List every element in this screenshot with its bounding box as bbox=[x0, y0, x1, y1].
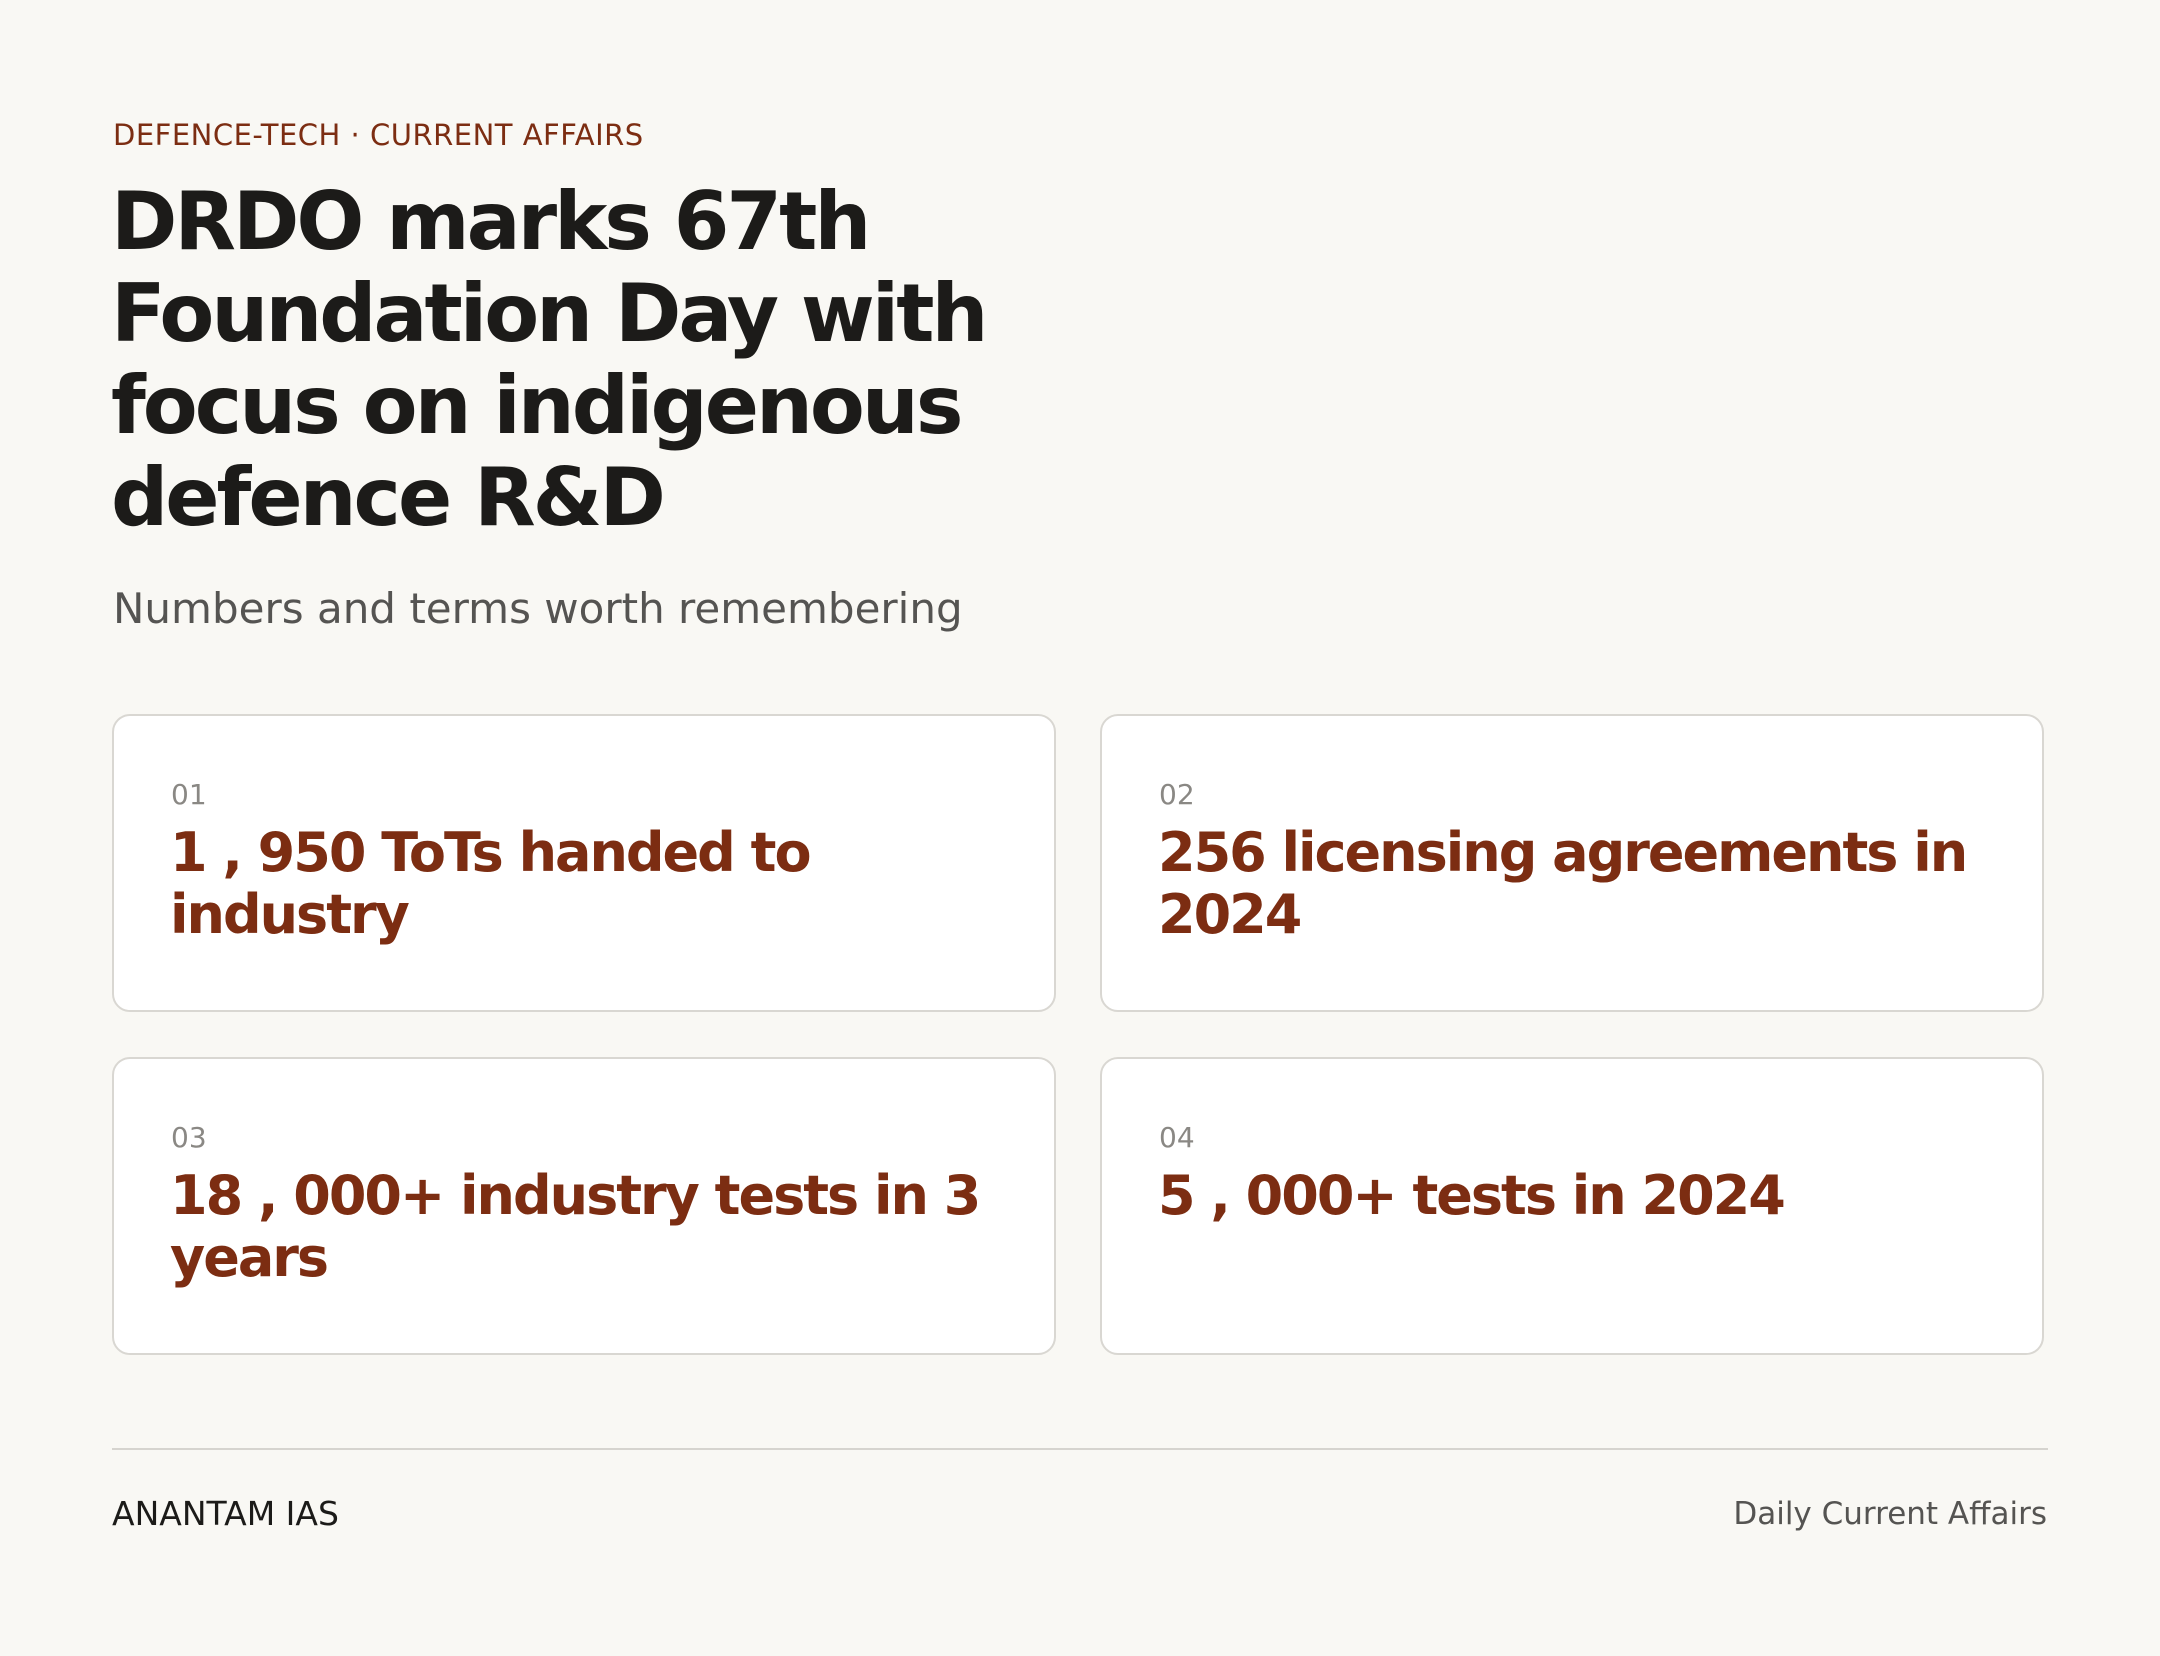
card-text: 5 , 000+ tests in 2024 bbox=[1158, 1164, 1786, 1227]
footer-tagline: Daily Current Affairs bbox=[1733, 1496, 2047, 1532]
card-text: 1 , 950 ToTs handed to industry bbox=[170, 821, 812, 946]
card-number: 03 bbox=[171, 1121, 207, 1154]
footer-brand: ANANTAM IAS bbox=[112, 1494, 339, 1533]
fact-card-2: 02 256 licensing agreements in 2024 bbox=[1100, 714, 2044, 1012]
card-number: 02 bbox=[1159, 778, 1195, 811]
card-number: 04 bbox=[1159, 1121, 1195, 1154]
footer-divider bbox=[112, 1448, 2048, 1450]
card-text: 256 licensing agreements in 2024 bbox=[1158, 821, 1968, 946]
page-title: DRDO marks 67th Foundation Day with focu… bbox=[111, 175, 988, 544]
page-subtitle: Numbers and terms worth remembering bbox=[113, 584, 963, 633]
category-kicker: DEFENCE-TECH · CURRENT AFFAIRS bbox=[113, 118, 644, 152]
card-number: 01 bbox=[171, 778, 207, 811]
card-text: 18 , 000+ industry tests in 3 years bbox=[170, 1164, 981, 1289]
fact-card-3: 03 18 , 000+ industry tests in 3 years bbox=[112, 1057, 1056, 1355]
fact-card-1: 01 1 , 950 ToTs handed to industry bbox=[112, 714, 1056, 1012]
fact-card-4: 04 5 , 000+ tests in 2024 bbox=[1100, 1057, 2044, 1355]
